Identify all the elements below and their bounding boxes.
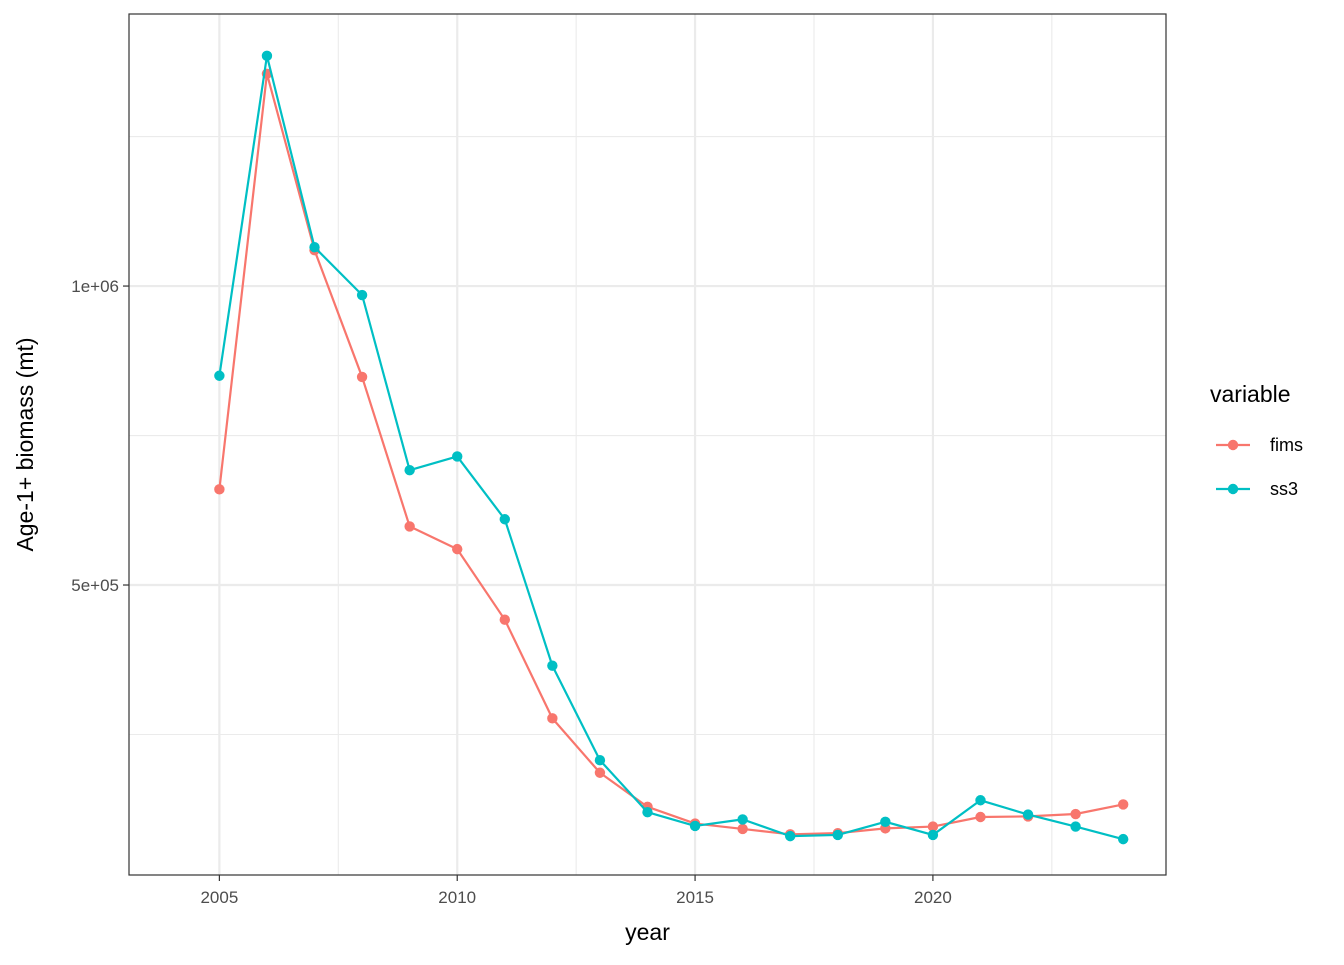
series-line-fims — [218, 72, 1124, 836]
legend-item-ss3: ss3 — [1216, 479, 1298, 499]
data-point-fims — [737, 823, 748, 835]
series-ss3 — [214, 50, 1129, 845]
data-point-fims — [404, 521, 415, 532]
y-tick-label: 5e+05 — [71, 576, 119, 595]
data-point-ss3 — [261, 50, 273, 62]
x-tick-label: 2010 — [438, 888, 476, 907]
data-point-fims — [975, 811, 986, 823]
legend-key-point — [1227, 439, 1239, 451]
data-point-ss3 — [1070, 821, 1081, 832]
data-point-ss3 — [356, 289, 368, 301]
legend-key-point — [1227, 483, 1239, 495]
series-layer — [214, 50, 1129, 845]
data-point-ss3 — [832, 829, 843, 841]
data-point-ss3 — [214, 370, 225, 381]
data-point-ss3 — [452, 451, 463, 462]
legend-title: variable — [1210, 381, 1291, 407]
data-point-fims — [547, 713, 558, 724]
axes: 2005 2010 2015 2020 5e+05 1e+06 — [71, 277, 952, 907]
data-point-ss3 — [927, 829, 939, 841]
data-point-ss3 — [880, 816, 891, 827]
x-tick-label: 2015 — [676, 888, 714, 907]
legend-item-fims: fims — [1216, 435, 1303, 455]
data-point-ss3 — [594, 755, 606, 766]
data-point-ss3 — [404, 465, 415, 476]
data-point-fims — [1117, 799, 1129, 810]
legend-items: fims ss3 — [1216, 435, 1303, 499]
data-point-ss3 — [1022, 809, 1034, 820]
data-point-fims — [452, 543, 463, 555]
data-point-ss3 — [689, 820, 701, 832]
legend-label: ss3 — [1270, 479, 1298, 499]
data-point-ss3 — [642, 807, 653, 818]
panel-border — [128, 13, 1167, 876]
data-point-fims — [214, 484, 225, 495]
series-line-ss3 — [218, 54, 1124, 841]
data-point-fims — [499, 614, 510, 625]
data-point-fims — [594, 767, 606, 778]
data-point-fims — [1070, 808, 1081, 820]
y-axis-title: Age-1+ biomass (mt) — [12, 337, 38, 551]
data-point-ss3 — [499, 514, 510, 525]
x-axis-title: year — [625, 919, 670, 945]
data-point-fims — [356, 371, 368, 383]
data-point-ss3 — [309, 241, 320, 253]
y-tick-label: 1e+06 — [71, 277, 119, 296]
x-tick-label: 2005 — [200, 888, 238, 907]
data-point-ss3 — [547, 660, 558, 671]
data-point-ss3 — [975, 795, 986, 806]
data-point-fims — [927, 821, 939, 832]
legend: variable fims ss3 — [1210, 381, 1303, 499]
data-point-ss3 — [785, 830, 796, 842]
x-tick-label: 2020 — [914, 888, 952, 907]
data-point-ss3 — [1117, 833, 1129, 845]
gridlines — [129, 14, 1166, 875]
legend-label: fims — [1270, 435, 1303, 455]
data-point-ss3 — [737, 814, 748, 825]
